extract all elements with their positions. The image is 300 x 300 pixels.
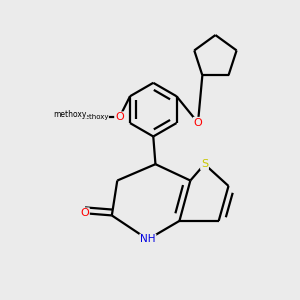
Text: O: O xyxy=(115,112,124,122)
Text: methoxy: methoxy xyxy=(53,110,87,118)
Text: methoxy: methoxy xyxy=(78,114,109,120)
Text: O: O xyxy=(194,118,202,128)
Text: S: S xyxy=(201,159,208,169)
Text: O: O xyxy=(80,208,89,218)
Text: NH: NH xyxy=(140,234,156,244)
